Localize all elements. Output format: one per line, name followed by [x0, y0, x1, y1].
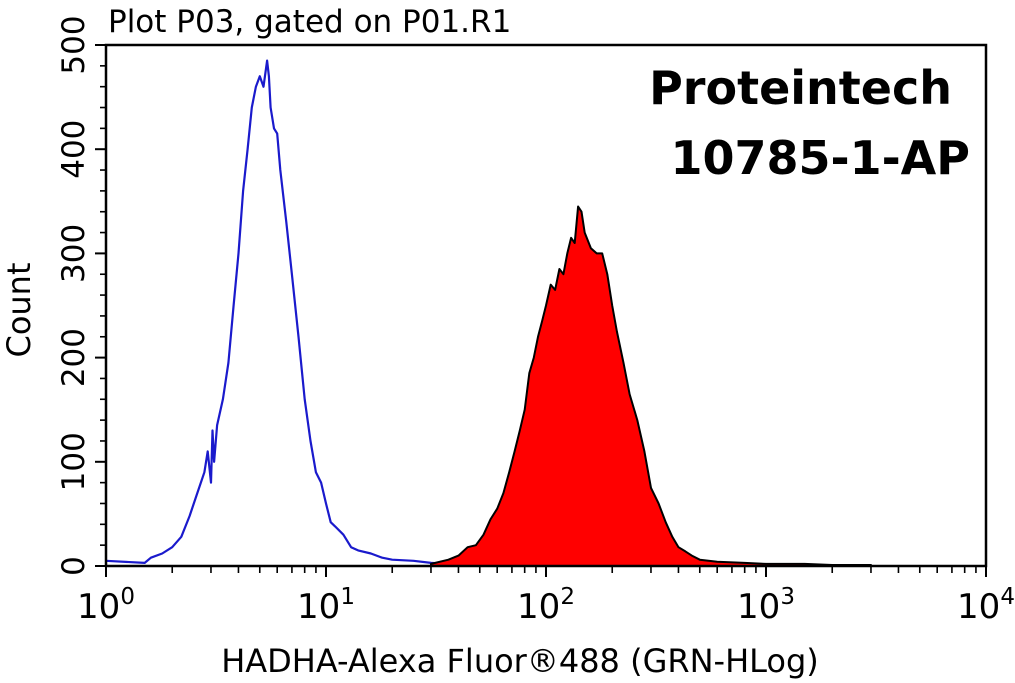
series-layer	[105, 59, 872, 567]
series-sample-area	[430, 205, 872, 567]
y-tick-label: 0	[56, 556, 92, 576]
annotation-brand: Proteintech	[649, 61, 952, 115]
x-axis-label: HADHA-Alexa Fluor®488 (GRN-HLog)	[221, 642, 819, 680]
x-tick-label: 104	[957, 584, 1015, 627]
x-tick-label: 102	[517, 584, 575, 627]
y-tick-label: 300	[56, 224, 92, 283]
y-tick-label: 200	[56, 328, 92, 387]
y-tick-label: 400	[56, 120, 92, 179]
y-tick-label: 500	[56, 15, 92, 74]
x-tick-label: 103	[737, 584, 795, 627]
annotation-catalog: 10785-1-AP	[670, 131, 970, 185]
y-axis-label: Count	[0, 262, 38, 357]
series-control-line	[105, 59, 446, 565]
chart-title: Plot P03, gated on P01.R1	[108, 4, 511, 40]
ticks-layer: 100 101 102 103 104 0 100 200 300 400 500	[56, 15, 1015, 627]
y-tick-label: 100	[56, 432, 92, 491]
x-tick-label: 100	[77, 584, 135, 627]
x-tick-label: 101	[297, 584, 355, 627]
